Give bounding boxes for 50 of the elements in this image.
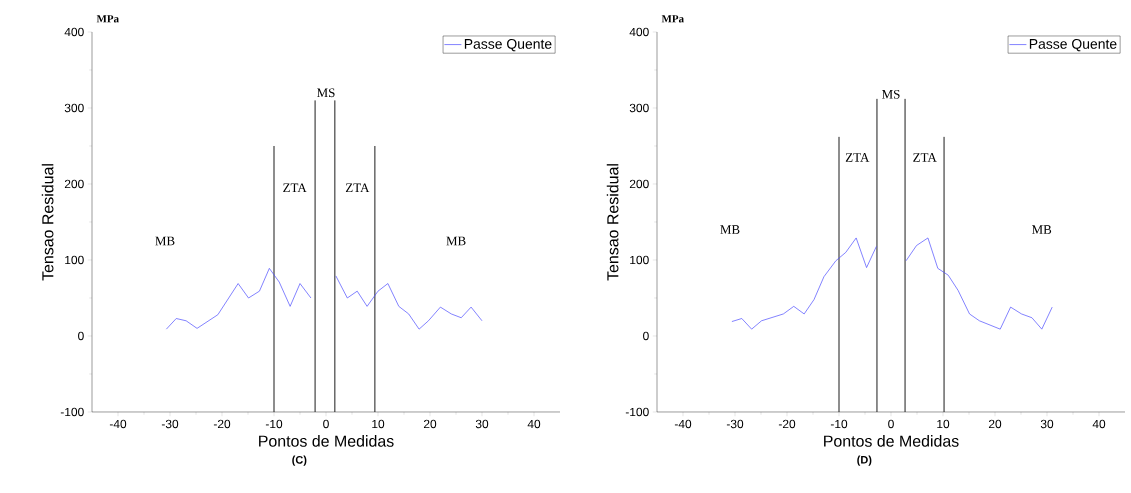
y-tick-label: -100 <box>625 407 649 417</box>
x-tick-label: -20 <box>213 419 231 429</box>
y-axis-title: Tensao Residual <box>606 164 619 281</box>
y-tick-label: 100 <box>630 255 649 265</box>
x-tick-label: 20 <box>423 419 437 429</box>
legend-label: Passe Quente <box>464 38 552 52</box>
x-tick-label: -10 <box>265 419 283 429</box>
annotation: MB <box>1032 225 1052 234</box>
y-tick-label: 400 <box>629 27 649 37</box>
x-tick-label: -30 <box>161 419 179 429</box>
x-tick-label: 40 <box>527 419 541 429</box>
x-tick-label: -30 <box>726 419 744 429</box>
y-tick-label: -100 <box>60 407 84 417</box>
x-tick-label: -20 <box>778 419 796 429</box>
x-tick-label: -40 <box>674 419 692 429</box>
x-axis-title: Pontos de Medidas <box>824 435 959 447</box>
x-tick-label: 20 <box>988 419 1002 429</box>
annotation: ZTA <box>283 183 307 193</box>
legend-label: Passe Quente <box>1029 38 1117 52</box>
y-tick-label: 0 <box>643 331 649 341</box>
x-tick-label: 30 <box>1040 419 1054 429</box>
x-tick-label: 0 <box>888 419 894 429</box>
text: (D) <box>857 455 872 466</box>
annotation: MB <box>155 236 175 246</box>
annotation: MB <box>446 236 466 246</box>
annotation: MS <box>882 89 900 99</box>
x-tick-label: 0 <box>323 419 329 429</box>
text: MPa <box>661 15 684 23</box>
x-axis-title: Pontos de Medidas <box>259 435 394 447</box>
y-tick-label: 400 <box>64 27 84 37</box>
annotation: ZTA <box>913 153 937 162</box>
x-tick-label: 40 <box>1092 419 1106 429</box>
y-tick-label: 300 <box>64 103 84 113</box>
x-tick-label: 30 <box>475 419 489 429</box>
annotation: ZTA <box>845 153 870 162</box>
y-tick-label: 200 <box>629 179 649 189</box>
y-axis-title: Tensao Residual <box>41 164 54 281</box>
x-tick-label: 10 <box>372 419 385 429</box>
x-tick-label: -40 <box>109 419 127 429</box>
text: (C) <box>292 455 307 466</box>
y-tick-label: 300 <box>629 103 649 113</box>
annotation: MB <box>720 225 740 234</box>
annotation: MS <box>317 88 335 98</box>
x-tick-label: -10 <box>830 419 848 429</box>
x-tick-label: 10 <box>937 419 950 429</box>
y-tick-label: 0 <box>78 331 84 341</box>
y-tick-label: 200 <box>64 179 84 189</box>
y-tick-label: 100 <box>65 255 84 265</box>
annotation: ZTA <box>345 183 370 193</box>
text: MPa <box>96 15 119 23</box>
